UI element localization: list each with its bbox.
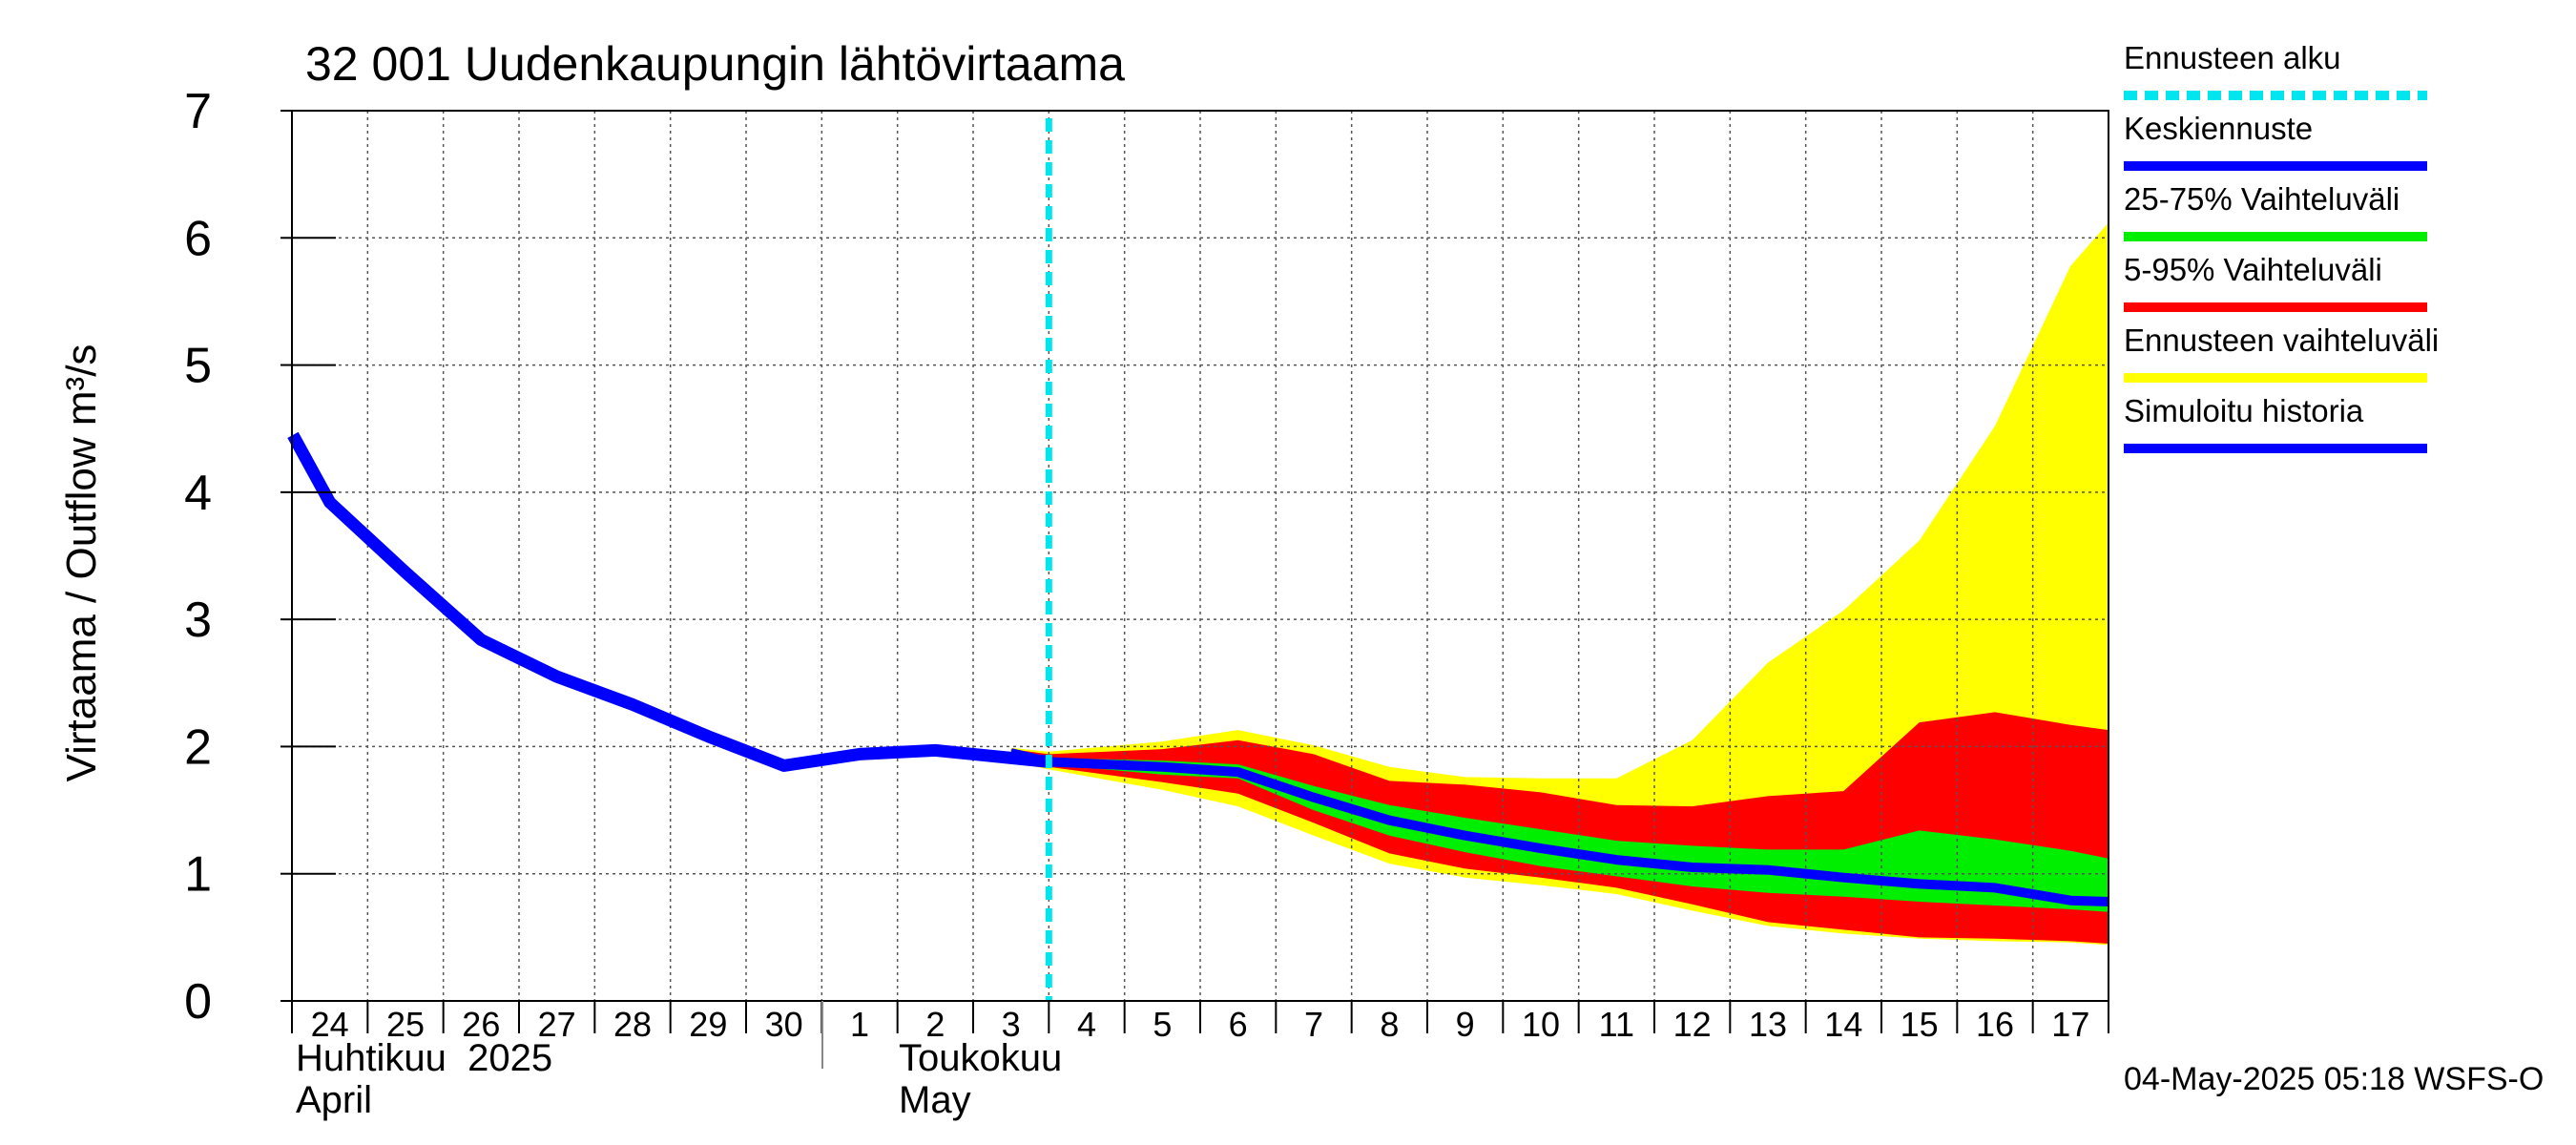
grid [292,111,2109,1001]
legend-label: Simuloitu historia [2124,393,2364,428]
y-tick-label: 1 [184,847,212,903]
x-tick-label: 30 [765,1005,803,1044]
x-tick-label: 3 [1002,1005,1021,1044]
x-tick-label: 28 [613,1005,652,1044]
history-line [287,431,1049,772]
y-tick-label: 6 [184,211,212,266]
x-tick-label: 5 [1153,1005,1172,1044]
legend-label: Ennusteen alku [2124,40,2341,75]
y-tick-label: 4 [184,466,212,521]
median-forecast-line [1009,748,2109,906]
x-tick-label: 15 [1901,1005,1939,1044]
x-tick-label: 16 [1976,1005,2014,1044]
x-tick-label: 14 [1824,1005,1862,1044]
legend-label: 25-75% Vaihteluväli [2124,181,2399,217]
month-label-april-en: April [296,1079,372,1121]
x-tick-label: 1 [850,1005,869,1044]
x-tick-label: 13 [1749,1005,1787,1044]
x-tick-label: 12 [1673,1005,1712,1044]
x-tick-label: 2 [925,1005,945,1044]
x-tick-label: 9 [1456,1005,1475,1044]
x-tick-label: 7 [1304,1005,1323,1044]
legend-label: Keskiennuste [2124,111,2313,146]
x-tick-label: 24 [311,1005,349,1044]
month-label-april-fi: Huhtikuu 2025 [296,1037,552,1079]
x-tick-label: 26 [462,1005,500,1044]
x-tick-label: 29 [689,1005,727,1044]
chart-title: 32 001 Uudenkaupungin lähtövirtaama [305,37,1125,91]
y-tick-label: 7 [184,84,212,139]
x-tick-label: 27 [538,1005,576,1044]
x-tick-label: 4 [1077,1005,1096,1044]
y-tick-label: 5 [184,339,212,394]
x-tick-label: 25 [386,1005,425,1044]
legend-label: Ennusteen vaihteluväli [2124,323,2439,358]
month-label-may-fi: Toukokuu [899,1037,1062,1079]
y-tick-label: 0 [184,974,212,1030]
y-tick-label: 2 [184,719,212,775]
y-tick-label: 3 [184,593,212,648]
legend-label: 5-95% Vaihteluväli [2124,252,2382,287]
x-tick-label: 11 [1599,1005,1634,1044]
x-tick-label: 8 [1380,1005,1399,1044]
y-axis-label: Virtaama / Outflow m³/s [58,344,105,782]
footer-timestamp: 04-May-2025 05:18 WSFS-O [2124,1061,2544,1097]
x-tick-label: 17 [2051,1005,2089,1044]
x-tick-label: 10 [1522,1005,1560,1044]
data-lines [287,118,2109,1001]
legend: Ennusteen alku Keskiennuste 25-75% Vaihtel… [2124,40,2439,453]
axes [280,110,2109,1033]
month-label-may-en: May [899,1079,971,1121]
x-tick-label: 6 [1229,1005,1248,1044]
